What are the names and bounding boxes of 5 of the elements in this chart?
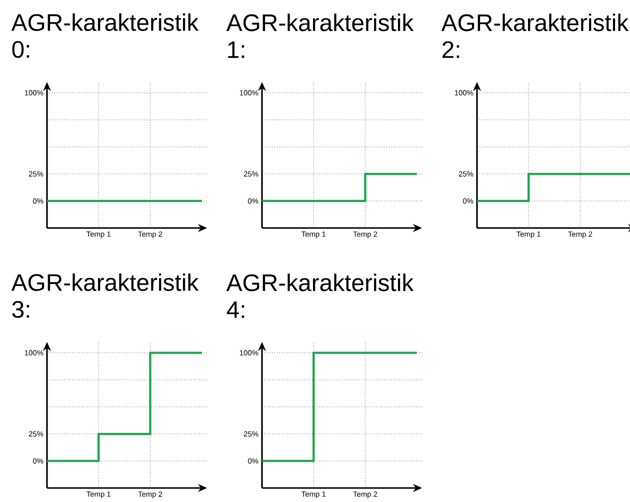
chart-title: AGR-karakteristik 1: (226, 14, 414, 58)
chart-title: AGR-karakteristik 0: (11, 13, 199, 58)
chart-title: AGR-karakteristik 2: (441, 14, 629, 58)
chart-title: AGR-karakteristik 3: (11, 273, 199, 318)
chart-title: AGR-karakteristik 4: (226, 274, 414, 318)
